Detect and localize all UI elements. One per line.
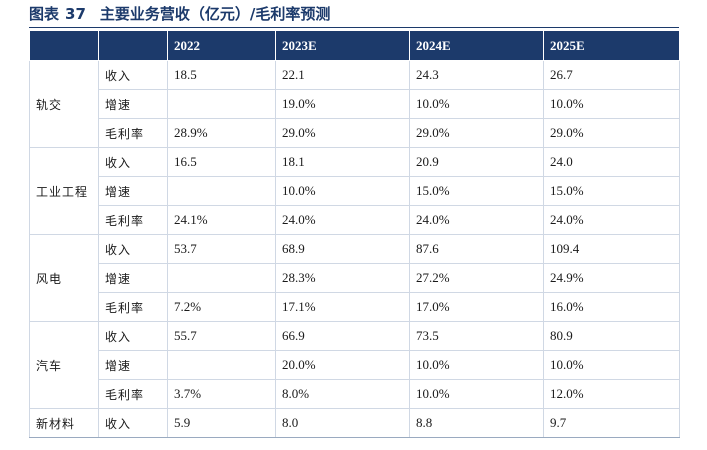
header-cell-2023e: 2023E	[275, 30, 410, 61]
value-cell: 28.9%	[167, 118, 276, 148]
value-cell: 10.0%	[543, 89, 680, 119]
value-cell: 24.1%	[167, 205, 276, 235]
value-cell: 16.0%	[543, 292, 680, 322]
figure-caption: 主要业务营收（亿元）/毛利率预测	[99, 5, 331, 23]
title-divider	[29, 27, 679, 28]
value-cell: 24.0%	[275, 205, 410, 235]
table-row: 汽车 收入 55.7 66.9 73.5 80.9	[29, 321, 680, 409]
table-row: 毛利率 7.2% 17.1% 17.0% 16.0%	[30, 292, 680, 322]
header-cell-2022: 2022	[167, 30, 276, 61]
value-cell: 24.9%	[543, 263, 680, 293]
value-cell: 24.3	[409, 60, 544, 90]
metric-label: 收入	[98, 147, 168, 177]
metric-label: 毛利率	[98, 292, 168, 322]
value-cell	[167, 176, 276, 206]
metric-label: 收入	[98, 321, 168, 351]
value-cell: 73.5	[409, 321, 544, 351]
value-cell: 17.0%	[409, 292, 544, 322]
value-cell: 26.7	[543, 60, 680, 90]
value-cell: 16.5	[167, 147, 276, 177]
table-row: 增速 10.0% 15.0% 15.0%	[30, 176, 680, 206]
header-row: 2022 2023E 2024E 2025E	[29, 30, 680, 61]
metric-label: 收入	[98, 234, 168, 264]
value-cell: 10.0%	[543, 350, 680, 380]
value-cell	[167, 350, 276, 380]
value-cell: 28.3%	[275, 263, 410, 293]
value-cell: 109.4	[543, 234, 680, 264]
segment-name: 轨交	[29, 60, 99, 148]
segment-name: 工业工程	[29, 147, 99, 235]
value-cell: 68.9	[275, 234, 410, 264]
table-row: 新材料 收入 5.9 8.0 8.8 9.7	[29, 408, 680, 438]
value-cell	[167, 89, 276, 119]
value-cell: 66.9	[275, 321, 410, 351]
value-cell: 24.0%	[543, 205, 680, 235]
table-row: 风电 收入 53.7 68.9 87.6 109.4	[29, 234, 680, 322]
value-cell: 24.0	[543, 147, 680, 177]
header-cell-2025e: 2025E	[543, 30, 680, 61]
value-cell: 17.1%	[275, 292, 410, 322]
table-row: 轨交 收入 18.5 22.1 24.3 26.7	[29, 60, 680, 148]
value-cell: 29.0%	[275, 118, 410, 148]
table-row: 工业工程 收入 16.5 18.1 20.9 24.0	[29, 147, 680, 235]
header-cell-2024e: 2024E	[409, 30, 544, 61]
value-cell: 18.1	[275, 147, 410, 177]
value-cell: 5.9	[167, 408, 276, 438]
table-row: 增速 20.0% 10.0% 10.0%	[30, 350, 680, 380]
value-cell: 9.7	[543, 408, 680, 438]
header-cell-metric	[98, 30, 168, 61]
value-cell: 10.0%	[275, 176, 410, 206]
metric-label: 毛利率	[98, 118, 168, 148]
header-cell-segment	[29, 30, 99, 61]
value-cell: 12.0%	[543, 379, 680, 409]
metric-label: 收入	[98, 408, 168, 438]
figure-number: 37	[65, 5, 86, 23]
table-row: 毛利率 24.1% 24.0% 24.0% 24.0%	[30, 205, 680, 235]
metric-label: 毛利率	[98, 205, 168, 235]
value-cell: 55.7	[167, 321, 276, 351]
value-cell: 20.0%	[275, 350, 410, 380]
value-cell: 7.2%	[167, 292, 276, 322]
value-cell	[167, 263, 276, 293]
metric-label: 毛利率	[98, 379, 168, 409]
table-row: 增速 19.0% 10.0% 10.0%	[30, 89, 680, 119]
value-cell: 18.5	[167, 60, 276, 90]
segment-name: 新材料	[29, 408, 99, 438]
metric-label: 增速	[98, 176, 168, 206]
value-cell: 19.0%	[275, 89, 410, 119]
table-row: 毛利率 3.7% 8.0% 10.0% 12.0%	[30, 379, 680, 409]
value-cell: 27.2%	[409, 263, 544, 293]
forecast-table: 2022 2023E 2024E 2025E 轨交 收入 18.5 22.1 2…	[29, 30, 680, 438]
table-row: 毛利率 28.9% 29.0% 29.0% 29.0%	[30, 118, 680, 148]
value-cell: 22.1	[275, 60, 410, 90]
value-cell: 80.9	[543, 321, 680, 351]
metric-label: 增速	[98, 350, 168, 380]
value-cell: 15.0%	[543, 176, 680, 206]
value-cell: 29.0%	[409, 118, 544, 148]
value-cell: 3.7%	[167, 379, 276, 409]
value-cell: 15.0%	[409, 176, 544, 206]
value-cell: 87.6	[409, 234, 544, 264]
value-cell: 8.8	[409, 408, 544, 438]
segment-name: 风电	[29, 234, 99, 322]
value-cell: 53.7	[167, 234, 276, 264]
value-cell: 8.0%	[275, 379, 410, 409]
value-cell: 10.0%	[409, 350, 544, 380]
value-cell: 24.0%	[409, 205, 544, 235]
value-cell: 8.0	[275, 408, 410, 438]
value-cell: 10.0%	[409, 379, 544, 409]
table-row: 增速 28.3% 27.2% 24.9%	[30, 263, 680, 293]
value-cell: 10.0%	[409, 89, 544, 119]
metric-label: 收入	[98, 60, 168, 90]
value-cell: 29.0%	[543, 118, 680, 148]
value-cell: 20.9	[409, 147, 544, 177]
metric-label: 增速	[98, 263, 168, 293]
segment-name: 汽车	[29, 321, 99, 409]
figure-title: 图表 37 主要业务营收（亿元）/毛利率预测	[29, 3, 330, 25]
metric-label: 增速	[98, 89, 168, 119]
figure-label: 图表	[29, 5, 60, 23]
